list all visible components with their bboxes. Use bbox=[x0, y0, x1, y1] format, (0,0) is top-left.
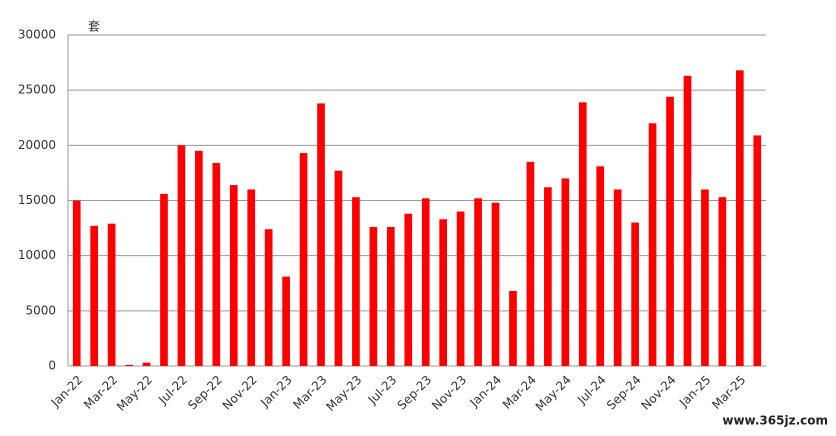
x-tick-label: Mar-23 bbox=[290, 373, 329, 412]
x-tick-label: Mar-25 bbox=[709, 373, 748, 412]
y-tick-label: 25000 bbox=[18, 83, 56, 97]
x-tick-label: Mar-24 bbox=[500, 373, 539, 412]
x-tick-label: Jan-25 bbox=[676, 373, 714, 411]
bar bbox=[404, 213, 413, 366]
x-tick-label: May-22 bbox=[114, 373, 155, 414]
x-tick-label: Mar-22 bbox=[81, 373, 120, 412]
bar bbox=[125, 364, 133, 366]
bar bbox=[666, 96, 674, 366]
bar bbox=[317, 103, 325, 366]
x-tick-label: Sep-23 bbox=[395, 373, 435, 413]
bar bbox=[160, 193, 168, 366]
bar bbox=[596, 166, 605, 366]
bar bbox=[369, 226, 378, 366]
bar bbox=[683, 75, 692, 366]
x-tick-label: May-23 bbox=[323, 373, 364, 414]
bar bbox=[107, 223, 116, 366]
bar bbox=[509, 290, 517, 366]
bar bbox=[491, 202, 500, 366]
bar bbox=[352, 197, 360, 366]
bar bbox=[613, 189, 622, 366]
bar bbox=[195, 150, 203, 366]
bar bbox=[648, 123, 657, 367]
bar bbox=[578, 102, 587, 366]
x-tick-label: Nov-22 bbox=[220, 373, 260, 413]
bar bbox=[247, 189, 256, 366]
watermark: www.365jz.com bbox=[722, 414, 828, 428]
bar bbox=[544, 187, 552, 366]
y-tick-label: 10000 bbox=[18, 248, 56, 262]
y-tick-label: 30000 bbox=[18, 28, 56, 42]
bar bbox=[212, 162, 221, 366]
bar bbox=[229, 185, 238, 366]
bar bbox=[456, 211, 465, 366]
y-unit: 套 bbox=[88, 20, 100, 34]
bar bbox=[718, 197, 727, 366]
bar bbox=[282, 276, 290, 366]
y-tick-label: 15000 bbox=[18, 193, 56, 207]
bar bbox=[735, 70, 744, 366]
y-tick-label: 5000 bbox=[25, 303, 56, 317]
bar bbox=[701, 189, 709, 366]
y-tick-label: 20000 bbox=[18, 138, 56, 152]
bar bbox=[334, 170, 343, 366]
bar bbox=[526, 161, 535, 366]
x-tick-label: Sep-24 bbox=[604, 373, 644, 413]
x-tick-label: Nov-24 bbox=[639, 373, 679, 413]
bar bbox=[439, 219, 448, 366]
bar bbox=[386, 226, 395, 366]
bar bbox=[177, 145, 186, 366]
x-tick-label: Sep-22 bbox=[185, 373, 225, 413]
x-tick-label: Jan-24 bbox=[467, 373, 505, 411]
bar bbox=[753, 135, 762, 366]
bar bbox=[142, 362, 151, 366]
y-tick-label: 0 bbox=[48, 359, 56, 373]
bar bbox=[631, 222, 639, 366]
bar bbox=[561, 178, 570, 366]
bar bbox=[72, 200, 81, 366]
bar bbox=[421, 198, 430, 366]
bar bbox=[264, 229, 273, 366]
x-tick-label: Jan-22 bbox=[48, 373, 86, 411]
x-tick-label: May-24 bbox=[533, 373, 574, 414]
x-tick-label: Jan-23 bbox=[257, 373, 295, 411]
bar bbox=[90, 225, 99, 366]
bar bbox=[474, 198, 482, 366]
x-tick-label: Nov-23 bbox=[429, 373, 469, 413]
bar bbox=[299, 153, 308, 366]
